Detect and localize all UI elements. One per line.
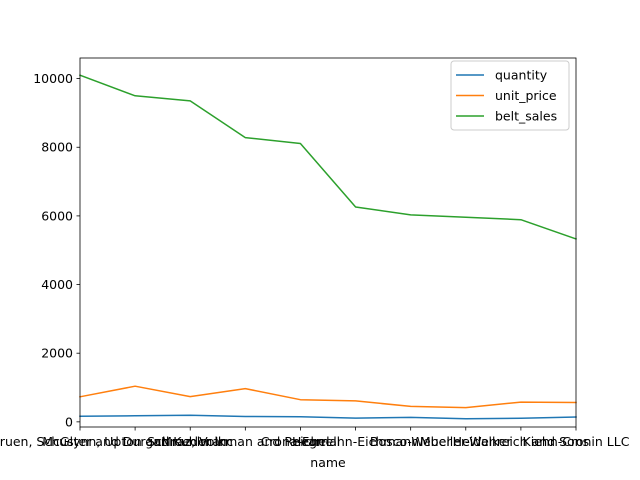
y-tick-label: 6000 [41, 208, 73, 223]
x-tick-label: Crona-Farrell [261, 434, 340, 449]
legend-frame [450, 60, 570, 131]
y-tick-label: 10000 [33, 71, 73, 86]
x-tick-label: Kiehn-Cronin LLC [523, 434, 630, 449]
y-tick-label: 4000 [41, 277, 73, 292]
y-tick-label: 0 [65, 414, 73, 429]
x-tick-label: Schroeder Inc [147, 434, 233, 449]
y-tick-label: 8000 [41, 140, 73, 155]
x-tick-label: Mueller-Walker [420, 434, 513, 449]
legend: quantity unit_price belt_sales [450, 60, 570, 131]
series-line-belt-sales [79, 74, 577, 240]
y-tick-label: 2000 [41, 346, 73, 361]
x-tick-label: Bosco-Weber [370, 434, 452, 449]
x-tick-label: McGlynn, Upton and Kuhlman [42, 434, 228, 449]
x-axis-title: name [310, 455, 346, 470]
x-tick-label: Hegmann-Eichmann [292, 434, 419, 449]
x-tick-label: Bruen, Schuster and Durgan [0, 434, 169, 449]
plot-frame [79, 57, 577, 428]
legend-label-quantity: quantity [495, 68, 548, 83]
legend-label-belt-sales: belt_sales [495, 109, 557, 124]
legend-label-unit-price: unit_price [495, 88, 557, 103]
y-axis: 0 2000 4000 6000 8000 10000 [33, 71, 80, 429]
x-tick-label: Heidenreich and Sons [453, 434, 589, 449]
series-line-unit-price [79, 385, 577, 409]
series-line-quantity [79, 414, 577, 420]
x-tick-label: Mraz, Volkman and Reichel [161, 434, 330, 449]
series-lines [79, 74, 577, 420]
